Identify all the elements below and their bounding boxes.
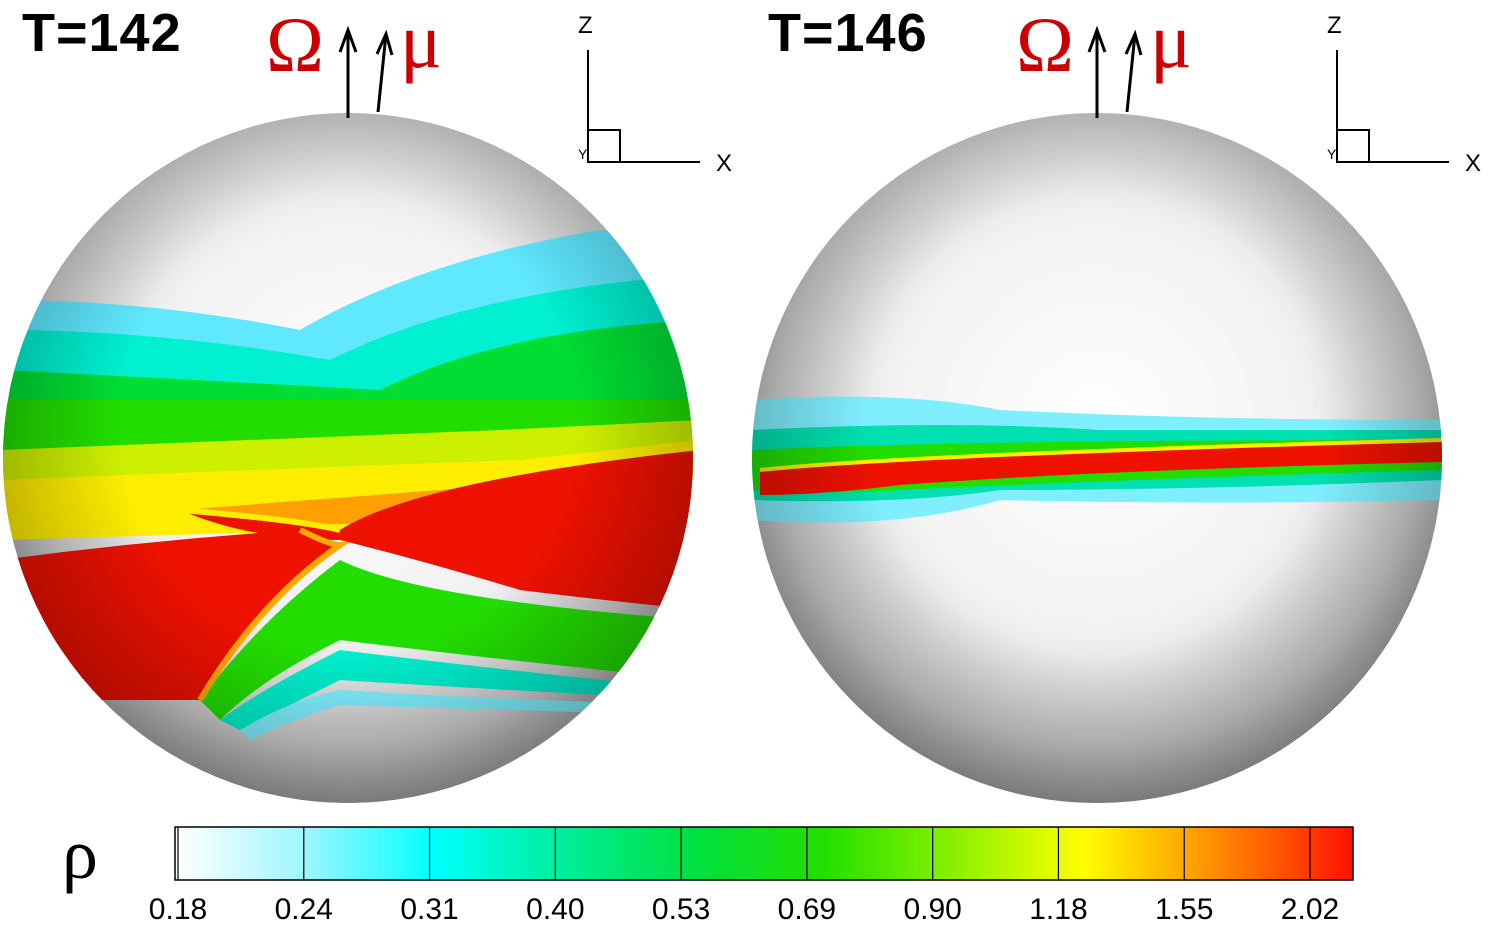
colorbar-dividers: [177, 827, 1311, 880]
axis-x-label-left: X: [716, 150, 733, 177]
time-label-right: T=146: [768, 3, 928, 63]
axis-triad-left: [587, 50, 700, 163]
colorbar-tick-label: 2.02: [1280, 893, 1340, 926]
colorbar: [174, 826, 1354, 881]
colorbar-tick-label: 0.69: [777, 893, 837, 926]
mu-symbol-left: μ: [400, 0, 442, 84]
mu-symbol-right: μ: [1150, 0, 1192, 84]
colorbar-tick-label: 0.90: [903, 893, 962, 926]
colorbar-tick-label: 0.31: [400, 893, 459, 926]
colorbar-tick-label: 0.24: [274, 893, 333, 926]
mu-arrow-right: [1124, 29, 1143, 113]
sphere-left: [3, 113, 693, 803]
axis-z-label-left: Z: [578, 12, 593, 39]
mu-arrow-left: [375, 29, 394, 113]
colorbar-tick-label: 1.18: [1029, 893, 1088, 926]
axis-y-label-right: Y: [1327, 146, 1337, 162]
sphere-right: [752, 113, 1442, 803]
colorbar-tick-label: 0.18: [148, 893, 208, 926]
axis-triad-right: [1336, 50, 1449, 163]
axis-x-label-right: X: [1465, 150, 1482, 177]
colorbar-tick-label: 0.53: [651, 893, 711, 926]
axis-y-label-left: Y: [578, 146, 588, 162]
time-label-left: T=142: [22, 3, 182, 63]
colorbar-tick-label: 1.55: [1155, 893, 1214, 926]
axis-z-label-right: Z: [1327, 12, 1342, 39]
omega-symbol-left: Ω: [266, 1, 324, 88]
omega-symbol-right: Ω: [1016, 1, 1074, 88]
omega-arrow-right: [1087, 25, 1107, 118]
omega-arrow-left: [338, 25, 358, 118]
colorbar-symbol-rho: ρ: [62, 814, 98, 894]
colorbar-tick-label: 0.40: [526, 893, 585, 926]
